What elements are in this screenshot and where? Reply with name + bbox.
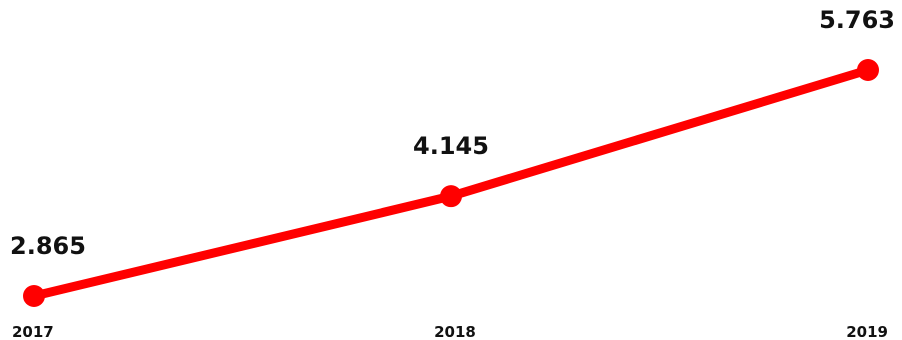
data-label-2018: 4.145: [413, 132, 489, 160]
data-label-2017: 2.865: [10, 232, 86, 260]
x-axis-ticks-group: 2017 2018 2019: [12, 323, 888, 340]
data-labels-group: 2.865 4.145 5.763: [10, 6, 895, 260]
markers-group: [23, 59, 879, 307]
x-tick-label-2019: 2019: [846, 323, 888, 340]
data-point-2017: [23, 285, 45, 307]
series-line: [29, 65, 873, 301]
data-label-2019: 5.763: [819, 6, 895, 34]
data-point-2019: [857, 59, 879, 81]
x-tick-label-2017: 2017: [12, 323, 54, 340]
data-point-2018: [440, 185, 462, 208]
x-tick-label-2018: 2018: [434, 323, 476, 340]
